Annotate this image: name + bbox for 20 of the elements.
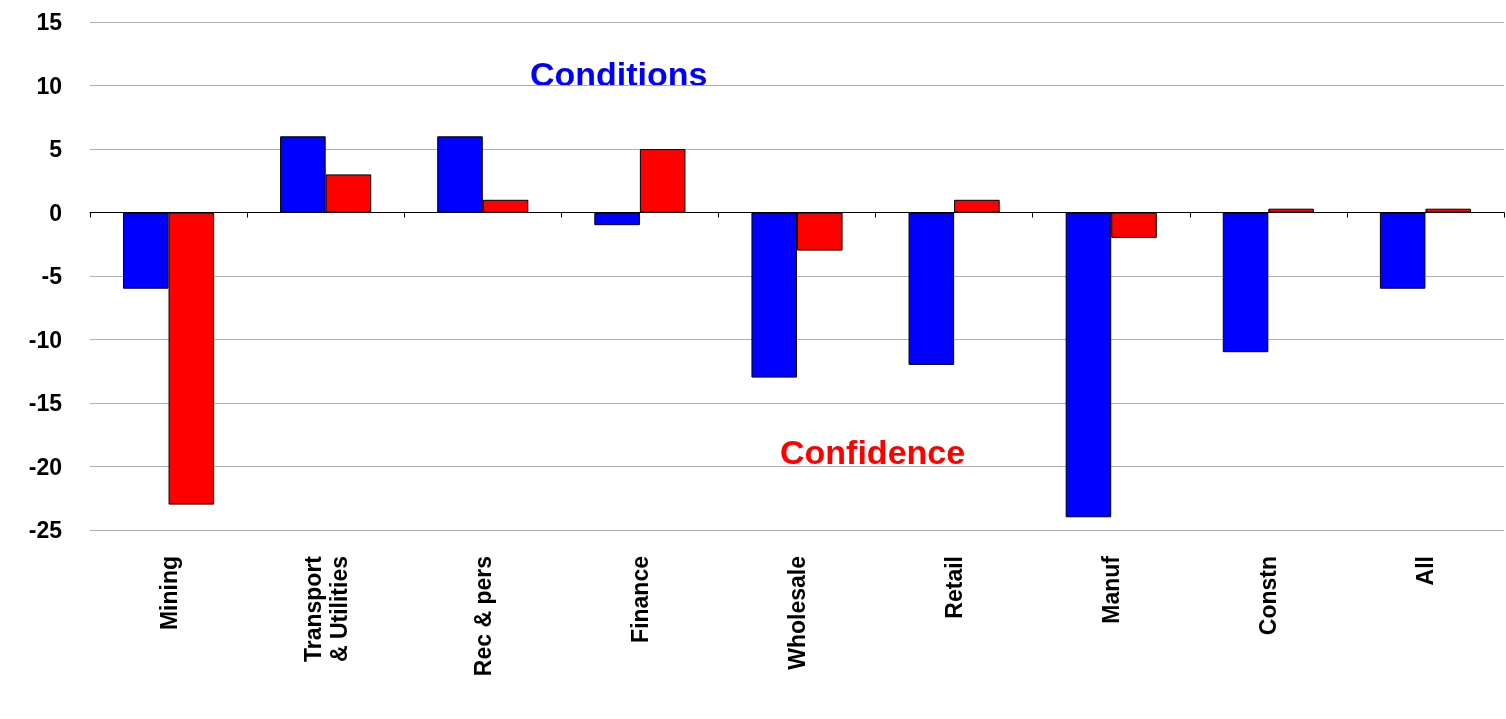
y-tick-label: 10 [36, 72, 62, 99]
x-tick-label: Constn [1255, 556, 1282, 636]
x-tick-label: Retail [941, 556, 968, 619]
x-tick-label: All [1412, 556, 1439, 586]
x-tick-label: Wholesale [784, 556, 810, 670]
x-tick-label: Finance [626, 556, 653, 643]
x-tick-label: Manuf [1098, 555, 1125, 624]
y-tick-label: -25 [28, 517, 63, 543]
text: Confidence [780, 433, 966, 471]
y-tick-label: -15 [28, 390, 63, 416]
y-tick-label: -10 [28, 326, 62, 353]
y-tick-label: -20 [28, 453, 62, 480]
x-tick-label: Rec & pers [469, 556, 496, 677]
series-label: Conditions [529, 55, 708, 93]
y-tick-label: 5 [49, 136, 63, 162]
x-tick-label: Transport & Utilities [299, 555, 352, 663]
x-tick-label: Mining [155, 556, 182, 631]
y-tick-label: 15 [36, 9, 63, 35]
y-tick-label: -5 [41, 263, 63, 289]
y-tick-label: 0 [49, 199, 62, 226]
